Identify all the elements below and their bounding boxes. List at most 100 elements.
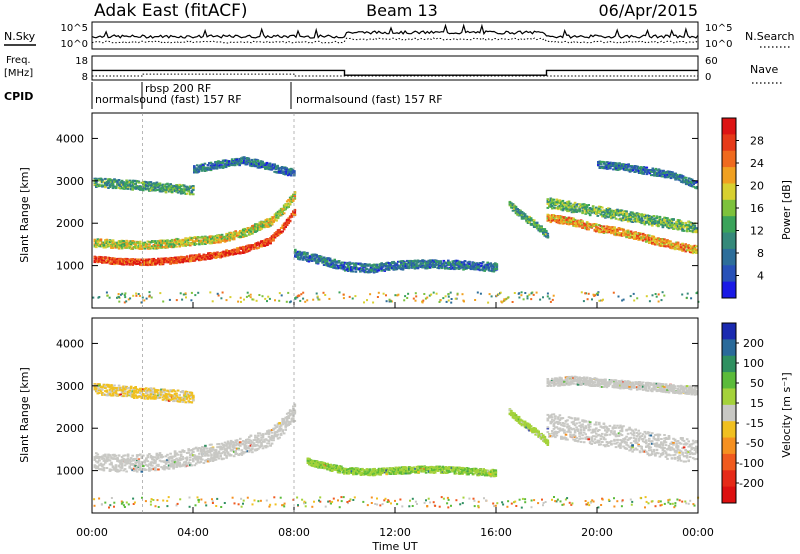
echo-cell (126, 187, 130, 190)
echo-cell (198, 257, 201, 260)
echo-cell (522, 212, 525, 215)
echo-cell (291, 170, 295, 173)
echo-cell (116, 184, 119, 187)
echo-cell (431, 261, 435, 264)
echo-cell (448, 262, 452, 265)
echo-cell (195, 258, 198, 261)
echo-cell (619, 228, 622, 231)
echo-cell (425, 260, 429, 263)
echo-cell (148, 258, 151, 261)
echo-cell (538, 227, 542, 230)
echo-cell (105, 260, 109, 262)
echo-cell (125, 187, 128, 190)
echo-cell (495, 266, 499, 269)
echo-cell (173, 258, 177, 260)
echo-cell (357, 262, 361, 265)
echo-cell (611, 227, 615, 230)
echo-cell (371, 268, 374, 271)
echo-cell (93, 180, 97, 183)
echo-cell (681, 242, 684, 245)
echo-cell (394, 268, 397, 271)
echo-cell (132, 179, 136, 182)
echo-cell (462, 263, 465, 266)
echo-cell (557, 217, 560, 220)
echo-cell (146, 184, 150, 187)
echo-cell (419, 263, 423, 266)
echo-cell (208, 162, 211, 165)
echo-cell (211, 254, 215, 257)
echo-cell (139, 258, 142, 261)
echo-cell (139, 263, 142, 266)
echo-cell (351, 270, 355, 273)
echo-cell (576, 225, 580, 227)
echo-cell (205, 168, 208, 170)
echo-cell (275, 214, 278, 217)
echo-cell (182, 184, 186, 187)
echo-cell (380, 269, 383, 272)
echo-cell (514, 210, 518, 213)
echo-cell (242, 235, 245, 238)
echo-cell (424, 262, 427, 265)
echo-cell (357, 268, 361, 271)
echo-cell (270, 222, 274, 225)
echo-cell (629, 232, 633, 235)
echo-cell (96, 185, 100, 188)
echo-cell (397, 266, 400, 268)
echo-cell (492, 263, 496, 266)
echo-cell (172, 188, 175, 190)
echo-cell (214, 235, 218, 237)
echo-cell (262, 163, 266, 166)
echo-cell (101, 259, 104, 261)
echo-cell (122, 261, 125, 263)
echo-cell (210, 252, 213, 255)
echo-cell (567, 219, 571, 222)
echo-cell (96, 241, 100, 244)
echo-cell (631, 236, 634, 239)
echo-cell (266, 239, 269, 242)
echo-cell (232, 248, 236, 251)
echo-cell (210, 254, 213, 257)
echo-cell (143, 182, 147, 185)
echo-cell (342, 263, 346, 266)
echo-cell (572, 224, 575, 227)
echo-cell (331, 262, 335, 265)
echo-cell (318, 255, 321, 258)
echo-cell (275, 212, 278, 215)
echo-cell (229, 231, 233, 234)
echo-cell (588, 224, 592, 227)
echo-cell (154, 244, 157, 247)
echo-cell (237, 247, 240, 250)
echo-cell (122, 258, 125, 261)
echo-cell (243, 246, 247, 249)
echo-cell (126, 261, 130, 264)
echo-cell (173, 256, 177, 259)
echo-cell (611, 230, 615, 232)
echo-cell (261, 166, 264, 168)
echo-cell (394, 262, 397, 265)
echo-cell (110, 184, 113, 187)
echo-cell (614, 233, 618, 236)
echo-cell (98, 183, 101, 186)
echo-cell (380, 263, 383, 266)
echo-cell (484, 266, 488, 269)
echo-cell (254, 223, 257, 226)
echo-cell (232, 253, 236, 256)
echo-cell (99, 261, 103, 263)
echo-cell (546, 219, 550, 222)
echo-cell (221, 166, 225, 169)
echo-cell (276, 211, 280, 213)
echo-cell (523, 213, 527, 216)
echo-cell (268, 166, 272, 169)
echo-cell (238, 158, 241, 161)
echo-cell (384, 265, 388, 268)
echo-cell (478, 265, 482, 268)
echo-cell (486, 265, 489, 268)
echo-cell (111, 184, 115, 186)
echo-cell (108, 261, 112, 264)
echo-cell (187, 190, 190, 193)
noise-sky-series (91, 23, 699, 39)
echo-cell (163, 259, 166, 262)
echo-cell (108, 184, 112, 187)
echo-cell (167, 242, 171, 245)
echo-cell (356, 262, 359, 265)
